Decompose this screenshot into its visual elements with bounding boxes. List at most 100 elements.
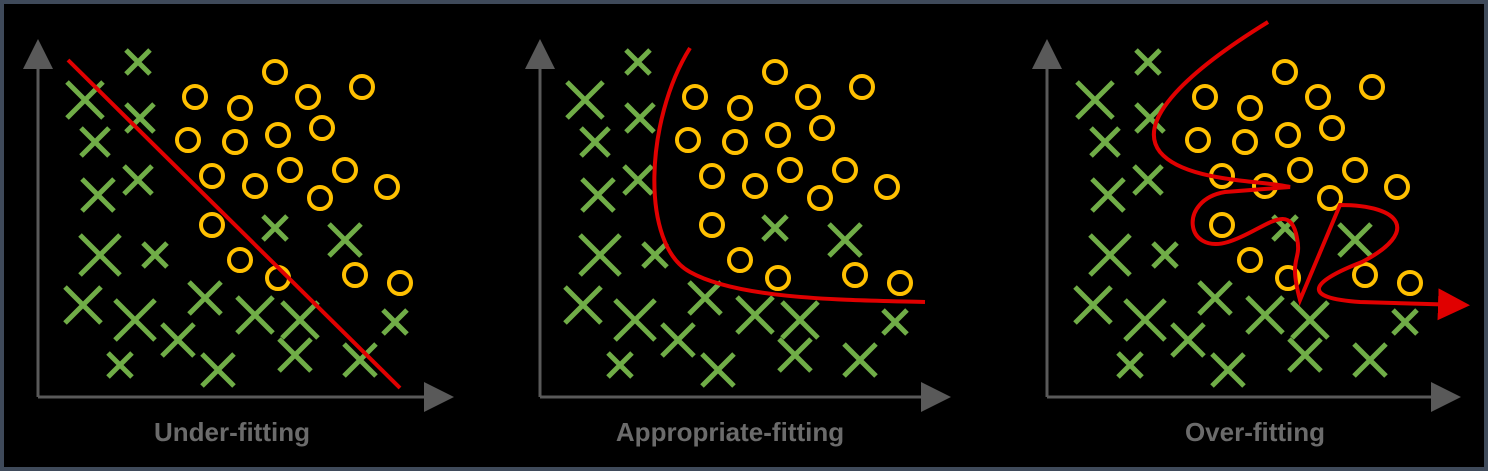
- circle-marker: [1209, 212, 1235, 238]
- panel-label: Under-fitting: [154, 417, 310, 447]
- fit-line: [66, 58, 402, 390]
- circle-marker: [874, 174, 900, 200]
- cross-marker: [579, 126, 611, 158]
- cross-marker: [563, 285, 603, 325]
- fit-curve: [652, 46, 926, 304]
- cross-marker: [1073, 285, 1113, 325]
- cross-marker: [827, 222, 863, 258]
- cross-marker: [1245, 295, 1285, 335]
- circle-marker: [277, 157, 303, 183]
- cross-marker: [1090, 177, 1126, 213]
- circle-marker: [262, 59, 288, 85]
- circle-marker: [1192, 84, 1218, 110]
- panel-label: Over-fitting: [1185, 417, 1325, 447]
- circle-marker: [675, 127, 701, 153]
- cross-marker: [578, 233, 622, 277]
- circle-marker: [1359, 74, 1385, 100]
- circle-marker: [1319, 115, 1345, 141]
- cross-marker: [63, 285, 103, 325]
- circle-marker: [1397, 270, 1423, 296]
- cross-marker: [1134, 48, 1162, 76]
- circle-marker: [182, 84, 208, 110]
- cross-marker: [1170, 322, 1206, 358]
- cross-marker: [565, 80, 605, 120]
- cross-marker: [106, 351, 134, 379]
- axes: [23, 39, 1461, 412]
- cross-marker: [1123, 298, 1167, 342]
- circle-marker: [349, 74, 375, 100]
- cross-marker: [687, 280, 723, 316]
- cross-marker: [235, 295, 275, 335]
- circle-marker: [307, 185, 333, 211]
- cross-marker: [1075, 80, 1115, 120]
- circle-marker: [842, 262, 868, 288]
- cross-marker: [113, 298, 157, 342]
- cross-marker: [160, 322, 196, 358]
- cross-marker: [277, 337, 313, 373]
- circle-marker: [1185, 127, 1211, 153]
- cross-marker: [1337, 222, 1373, 258]
- circle-marker: [342, 262, 368, 288]
- cross-marker: [780, 300, 820, 340]
- cross-marker: [735, 295, 775, 335]
- cross-marker: [660, 322, 696, 358]
- circle-marker: [795, 84, 821, 110]
- circle-marker: [222, 129, 248, 155]
- cross-marker: [381, 308, 409, 336]
- cross-marker: [613, 298, 657, 342]
- panel-label: Appropriate-fitting: [616, 417, 844, 447]
- cross-marker: [200, 352, 236, 388]
- cross-marker: [641, 241, 669, 269]
- circle-marker: [387, 270, 413, 296]
- cross-marker: [1116, 351, 1144, 379]
- cross-marker: [1089, 126, 1121, 158]
- circle-marker: [1384, 174, 1410, 200]
- cross-marker: [124, 102, 156, 134]
- cross-marker: [624, 48, 652, 76]
- cross-marker: [842, 342, 878, 378]
- circle-marker: [807, 185, 833, 211]
- circle-marker: [727, 247, 753, 273]
- circle-marker: [765, 265, 791, 291]
- cross-marker: [1290, 300, 1330, 340]
- cross-marker: [624, 102, 656, 134]
- circle-marker: [227, 95, 253, 121]
- circle-marker: [295, 84, 321, 110]
- circle-marker: [1305, 84, 1331, 110]
- cross-marker: [1197, 280, 1233, 316]
- cross-marker: [606, 351, 634, 379]
- circle-marker: [374, 174, 400, 200]
- circle-marker: [762, 59, 788, 85]
- cross-marker: [280, 300, 320, 340]
- circle-marker: [722, 129, 748, 155]
- circle-marker: [227, 247, 253, 273]
- cross-marker: [327, 222, 363, 258]
- cross-marker: [1391, 308, 1419, 336]
- cross-marker: [1210, 352, 1246, 388]
- fit-curves: [66, 20, 1470, 390]
- cross-marker: [580, 177, 616, 213]
- circle-marker: [1275, 265, 1301, 291]
- cross-marker: [122, 164, 154, 196]
- circle-marker: [1317, 185, 1343, 211]
- circle-marker: [265, 122, 291, 148]
- cross-marker: [1088, 233, 1132, 277]
- circle-marker: [1237, 95, 1263, 121]
- circle-marker: [332, 157, 358, 183]
- cross-marker: [78, 233, 122, 277]
- cross-marker: [187, 280, 223, 316]
- circle-marker: [1342, 157, 1368, 183]
- cross-marker: [342, 342, 378, 378]
- circle-marker: [1287, 157, 1313, 183]
- circle-marker: [175, 127, 201, 153]
- cross-marker: [1287, 337, 1323, 373]
- circle-marker: [682, 84, 708, 110]
- circle-marker: [849, 74, 875, 100]
- cross-marker: [141, 241, 169, 269]
- circle-marker: [777, 157, 803, 183]
- cross-marker: [700, 352, 736, 388]
- cross-marker: [79, 126, 111, 158]
